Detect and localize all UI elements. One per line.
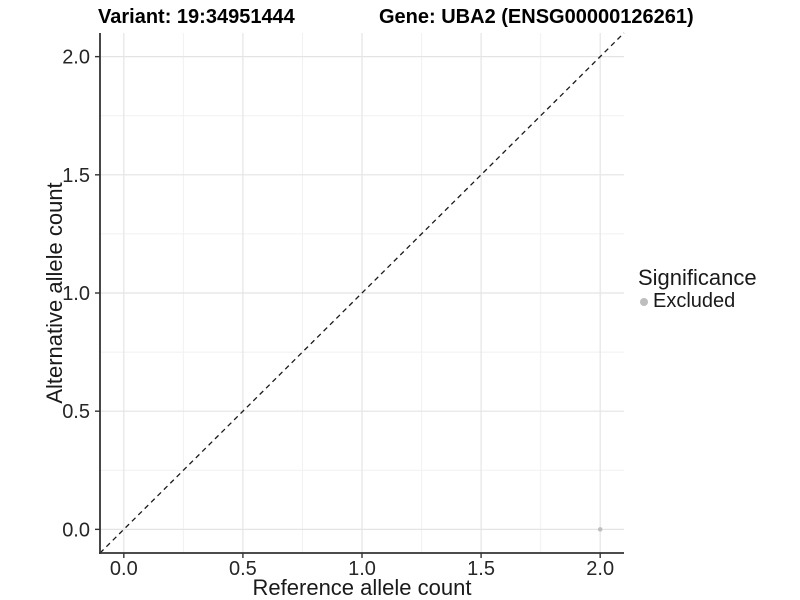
y-tick-label: 1.5 [62,165,90,187]
plot-title-gene: Gene: UBA2 (ENSG00000126261) [379,6,694,28]
y-tick-label: 0.5 [62,401,90,423]
legend-item-label: Excluded [653,290,736,312]
y-axis-label: Alternative allele count [42,182,67,404]
y-tick-label: 0.0 [62,519,90,541]
identity-dashed-line [99,32,625,554]
x-tick-label: 0.0 [110,558,138,580]
x-tick-label: 1.5 [467,558,495,580]
plot-title-variant: Variant: 19:34951444 [98,6,295,28]
excluded-circle-icon [640,297,648,306]
x-tick-label: 1.0 [348,558,376,580]
legend-item-excluded: Excluded [636,291,757,312]
legend: Significance Excluded [636,266,757,312]
x-tick-label: 2.0 [586,558,614,580]
x-axis-label: Reference allele count [252,575,472,600]
data-point-excluded [597,527,603,532]
y-tick-label: 1.0 [62,283,90,305]
x-tick-label: 0.5 [229,558,257,580]
y-tick-label: 2.0 [62,47,90,69]
legend-title: Significance [638,265,757,290]
